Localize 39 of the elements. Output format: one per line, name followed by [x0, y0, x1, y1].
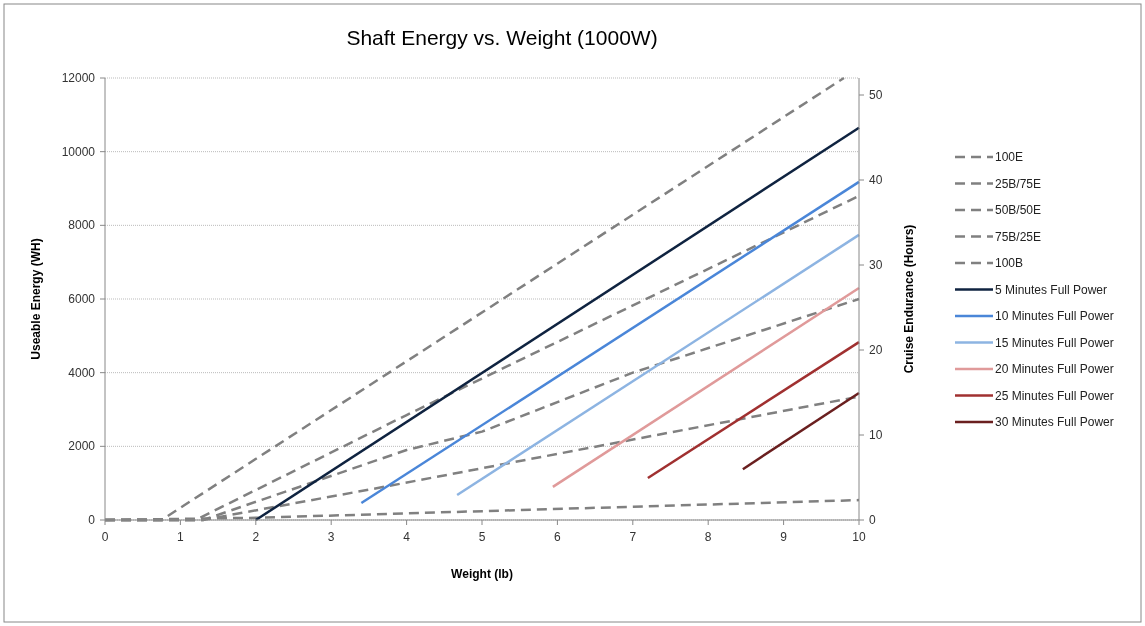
x-tick-label: 0	[101, 530, 109, 544]
legend-label: 20 Minutes Full Power	[995, 362, 1114, 376]
legend-label: 15 Minutes Full Power	[995, 335, 1114, 350]
legend-label: 100E	[995, 150, 1024, 164]
x-tick-label: 8	[704, 530, 712, 544]
y2-tick-label: 10	[869, 428, 883, 442]
y-tick-label: 12000	[61, 71, 96, 85]
y-tick-label: 10000	[61, 144, 96, 159]
y-tick-label: 0	[88, 513, 96, 527]
x-tick-label: 6	[554, 530, 562, 544]
x-axis-title: Weight (lb)	[451, 567, 513, 581]
x-tick-label: 4	[403, 530, 411, 544]
x-tick-label: 10	[852, 530, 866, 544]
y-axis-title: Useable Energy (WH)	[29, 238, 43, 360]
x-tick-label: 3	[327, 530, 335, 544]
y2-tick-label: 30	[869, 258, 883, 272]
x-tick-label: 5	[478, 530, 486, 544]
y2-tick-label: 20	[869, 343, 883, 357]
x-tick-label: 1	[177, 530, 185, 544]
y-tick-label: 8000	[68, 218, 96, 233]
y2-tick-label: 50	[869, 88, 883, 102]
legend-label: 5 Minutes Full Power	[995, 282, 1108, 297]
legend-label: 50B/50E	[995, 203, 1042, 217]
legend-label: 75B/25E	[995, 229, 1042, 244]
legend-label: 10 Minutes Full Power	[995, 309, 1114, 323]
y2-axis-title: Cruise Endurance (Hours)	[902, 224, 916, 374]
legend-label: 25 Minutes Full Power	[995, 388, 1114, 403]
legend-label: 25B/75E	[995, 176, 1042, 191]
legend-label: 30 Minutes Full Power	[995, 415, 1114, 429]
y-tick-label: 2000	[68, 439, 96, 454]
x-tick-label: 7	[629, 530, 637, 544]
y2-tick-label: 40	[869, 173, 883, 187]
x-tick-label: 2	[252, 530, 260, 544]
x-tick-label: 9	[780, 530, 788, 544]
chart-title: Shaft Energy vs. Weight (1000W)	[346, 26, 658, 49]
y-tick-label: 6000	[68, 292, 96, 306]
y-tick-label: 4000	[68, 365, 96, 380]
y2-tick-label: 0	[869, 513, 876, 527]
legend-label: 100B	[995, 256, 1024, 270]
